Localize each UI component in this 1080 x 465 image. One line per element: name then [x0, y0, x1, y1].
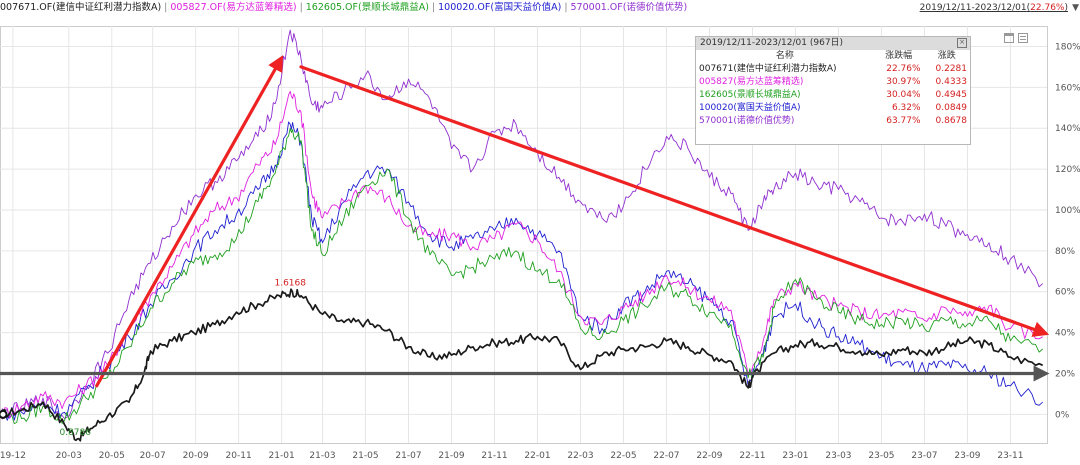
- x-tick-label: 20-03: [56, 451, 82, 461]
- y-tick-label: 40%: [1055, 329, 1075, 339]
- x-tick-label: 22-11: [739, 451, 765, 461]
- x-tick-label: 21-11: [481, 451, 507, 461]
- fund-code: 162605.OF: [305, 2, 358, 13]
- legend-row[interactable]: 570001(诺德价值优势) 63.77% 0.8678: [696, 115, 970, 128]
- y-tick-label: 20%: [1055, 370, 1075, 380]
- x-tick-label: 23-05: [868, 451, 894, 461]
- legend-row[interactable]: 005827(易方达蓝筹精选) 30.97% 0.4333: [696, 76, 970, 89]
- y-tick-label: 60%: [1055, 288, 1075, 298]
- fund-code: 005827.OF: [170, 2, 223, 13]
- x-tick-label: 20-07: [140, 451, 166, 461]
- value-annotation: 0.8786: [59, 428, 91, 438]
- y-tick-label: 100%: [1055, 206, 1080, 216]
- x-tick-label: 23-11: [997, 451, 1023, 461]
- x-tick-label: 23-01: [782, 451, 808, 461]
- chart-toolbar: [1004, 30, 1030, 49]
- x-tick-label: 20-05: [99, 451, 125, 461]
- legend-title-bar: 2019/12/11-2023/12/01 (967日) ×: [696, 37, 970, 50]
- header-fund-label[interactable]: 162605.OF(景顺长城鼎益A): [305, 2, 429, 13]
- series-line: [0, 288, 1044, 442]
- x-tick-label: 22-05: [610, 451, 636, 461]
- fund-name: 富国天益价值A: [494, 2, 558, 13]
- fund-header: 007671.OF(建信中证红利潜力指数A) | 005827.OF(易方达蓝筹精选…: [0, 0, 1080, 16]
- x-tick-label: 22-09: [696, 451, 722, 461]
- legend-table: 名称 涨跌幅 涨跌 007671(建信中证红利潜力指数A) 22.76% 0.228…: [696, 50, 970, 128]
- uptrend-arrow: [95, 55, 284, 388]
- legend-pct: 6.32%: [891, 103, 921, 113]
- legend-chg: 0.4945: [935, 90, 968, 100]
- x-tick-label: 21-03: [309, 451, 335, 461]
- header-fund-label[interactable]: 570001.OF(诺德价值优势): [570, 2, 688, 13]
- legend-name: 570001(诺德价值优势): [699, 116, 795, 126]
- header-separator: |: [299, 2, 303, 13]
- legend-box: 2019/12/11-2023/12/01 (967日) × 名称 涨跌幅 涨跌…: [695, 36, 971, 145]
- legend-title: 2019/12/11-2023/12/01 (967日): [700, 38, 844, 48]
- legend-name: 100020(富国天益价值A): [699, 103, 801, 113]
- header-fund-label[interactable]: 100020.OF(富国天益价值A): [438, 2, 562, 13]
- series-line: [0, 29, 1043, 419]
- fund-code: 570001.OF: [570, 2, 623, 13]
- fund-name: 建信中证红利潜力指数A: [55, 2, 158, 13]
- header-separator: |: [164, 2, 168, 13]
- x-tick-label: 21-05: [352, 451, 378, 461]
- legend-chg: 0.4333: [935, 77, 968, 87]
- legend-chg: 0.0849: [935, 103, 968, 113]
- dropdown-icon[interactable]: ▼: [1072, 3, 1079, 13]
- plot-frame: [0, 26, 1048, 444]
- series-line: [0, 121, 1043, 421]
- range-label: 2019/12/11-2023/12/01: [919, 3, 1027, 13]
- close-icon[interactable]: ×: [957, 38, 967, 48]
- header-separator: |: [431, 2, 436, 13]
- x-tick-label: 23-07: [911, 451, 937, 461]
- legend-name: 007671(建信中证红利潜力指数A): [699, 64, 837, 74]
- legend-pct: 22.76%: [886, 64, 921, 74]
- y-tick-label: 80%: [1055, 247, 1075, 257]
- header-fund-label[interactable]: 007671.OF(建信中证红利潜力指数A): [0, 2, 162, 13]
- x-tick-label: 22-07: [653, 451, 679, 461]
- x-tick-label: 22-01: [524, 451, 550, 461]
- legend-pct: 63.77%: [886, 116, 921, 126]
- value-annotation: 1.6168: [274, 279, 306, 289]
- legend-col-chg: 涨跌: [937, 51, 956, 61]
- downtrend-arrow: [299, 65, 1050, 337]
- y-tick-label: 160%: [1055, 83, 1080, 93]
- legend-row[interactable]: 100020(富国天益价值A) 6.32% 0.0849: [696, 102, 970, 115]
- x-tick-label: 20-11: [226, 451, 252, 461]
- list-icon[interactable]: [1018, 33, 1028, 43]
- legend-name: 162605(景顺长城鼎益A): [699, 90, 801, 100]
- x-tick-label: 19-12: [0, 451, 26, 461]
- legend-header-row: 名称 涨跌幅 涨跌: [696, 50, 970, 63]
- legend-name: 005827(易方达蓝筹精选): [699, 77, 804, 87]
- fund-name: 易方达蓝筹精选: [226, 2, 293, 13]
- legend-row[interactable]: 162605(景顺长城鼎益A) 30.04% 0.4945: [696, 89, 970, 102]
- x-tick-label: 21-07: [395, 451, 421, 461]
- y-tick-label: 180%: [1055, 42, 1080, 52]
- header-separator: |: [564, 2, 568, 13]
- range-pct: 22.76%: [1030, 3, 1065, 13]
- series-line: [0, 127, 1043, 425]
- fund-name: 诺德价值优势: [626, 2, 684, 13]
- header-fund-label[interactable]: 005827.OF(易方达蓝筹精选): [170, 2, 297, 13]
- legend-col-pct: 涨跌幅: [885, 51, 913, 61]
- y-tick-label: 120%: [1055, 165, 1080, 175]
- start-marker: [0, 409, 8, 419]
- legend-chg: 0.2281: [935, 64, 968, 74]
- legend-row[interactable]: 007671(建信中证红利潜力指数A) 22.76% 0.2281: [696, 63, 970, 76]
- date-range[interactable]: 2019/12/11-2023/12/01(22.76%) ▼: [919, 0, 1079, 16]
- x-tick-label: 22-03: [567, 451, 593, 461]
- y-tick-label: 140%: [1055, 124, 1080, 134]
- fund-code: 100020.OF: [438, 2, 491, 13]
- y-tick-label: 0%: [1055, 410, 1070, 420]
- x-tick-label: 21-01: [269, 451, 295, 461]
- x-tick-label: 20-09: [183, 451, 209, 461]
- legend-pct: 30.04%: [886, 90, 921, 100]
- legend-col-name: 名称: [775, 51, 794, 61]
- fund-name: 景顺长城鼎益A: [361, 2, 426, 13]
- fund-code: 007671.OF: [0, 2, 53, 13]
- x-tick-label: 21-09: [438, 451, 464, 461]
- x-tick-label: 23-09: [954, 451, 980, 461]
- x-tick-label: 23-03: [825, 451, 851, 461]
- legend-chg: 0.8678: [935, 116, 968, 126]
- legend-pct: 30.97%: [886, 77, 921, 87]
